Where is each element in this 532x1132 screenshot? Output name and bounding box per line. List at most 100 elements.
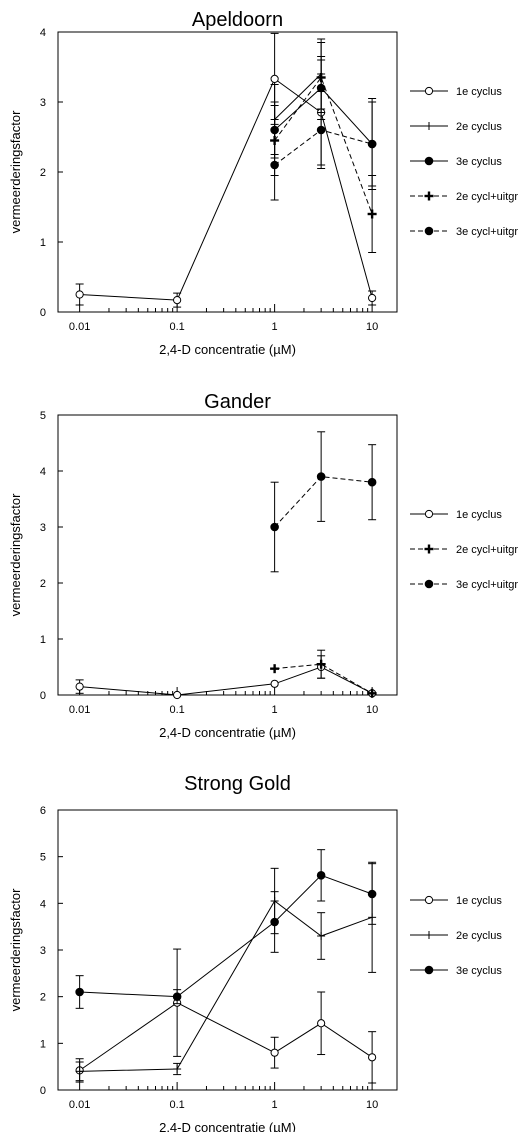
- data-point: [317, 932, 326, 940]
- y-tick-label: 2: [40, 992, 46, 1004]
- legend-label: 2e cycl+uitgr: [456, 191, 518, 203]
- legend-label: 2e cyclus: [456, 121, 502, 133]
- series-0: [75, 948, 377, 1084]
- legend-label: 1e cyclus: [456, 86, 502, 98]
- data-point: [316, 125, 326, 135]
- y-tick-label: 5: [40, 410, 46, 422]
- legend-item: 1e cyclus: [410, 86, 502, 98]
- series-line: [79, 1002, 373, 1071]
- y-tick-label: 6: [40, 805, 46, 817]
- x-tick-label: 0.01: [69, 1099, 90, 1111]
- data-point: [316, 73, 326, 82]
- x-tick-label: 1: [272, 704, 278, 716]
- legend-item: 3e cycl+uitgr: [410, 579, 518, 591]
- x-tick-label: 10: [366, 321, 378, 333]
- y-axis-label: vermeerderingsfactor: [8, 110, 23, 233]
- data-point: [270, 74, 279, 84]
- data-point: [270, 679, 279, 688]
- legend-marker: [424, 579, 434, 589]
- data-point: [75, 1067, 84, 1076]
- legend-item: 2e cyclus: [410, 121, 502, 133]
- x-tick-label: 0.01: [69, 321, 90, 333]
- legend: 1e cyclus 2e cycl+uitgr 3e cycl+uitgr: [410, 509, 518, 591]
- y-tick-label: 4: [40, 27, 46, 39]
- data-point: [316, 659, 326, 669]
- legend: 1e cyclus 2e cyclus 3e cyclus: [410, 895, 502, 977]
- series-2: [75, 849, 377, 1009]
- series-0: [75, 655, 377, 700]
- legend-label: 3e cyclus: [456, 965, 502, 977]
- data-point: [317, 1019, 326, 1028]
- data-point: [173, 690, 182, 700]
- x-tick-label: 1: [272, 321, 278, 333]
- legend-label: 1e cyclus: [456, 509, 502, 521]
- chart-title: Gander: [204, 391, 271, 413]
- y-tick-label: 5: [40, 852, 46, 864]
- y-tick-label: 3: [40, 522, 46, 534]
- data-point: [75, 987, 84, 997]
- legend-label: 2e cycl+uitgr: [456, 544, 518, 556]
- y-tick-label: 0: [40, 1085, 46, 1097]
- series-1: [270, 649, 377, 698]
- y-tick-label: 1: [40, 237, 46, 249]
- data-point: [75, 290, 84, 299]
- legend-marker: [425, 931, 433, 939]
- series-line: [79, 666, 373, 696]
- legend-item: 2e cycl+uitgr: [410, 191, 518, 203]
- data-point: [316, 871, 326, 880]
- x-axis-label: 2,4-D concentratie (µM): [159, 725, 296, 740]
- y-tick-label: 4: [40, 898, 46, 910]
- legend: 1e cyclus 2e cyclus 3e cyclus 2e cycl+uitgr…: [410, 86, 518, 238]
- series-line: [79, 874, 373, 998]
- data-point: [368, 1053, 377, 1062]
- data-point: [368, 293, 377, 303]
- legend-marker: [424, 895, 434, 905]
- y-tick-label: 0: [40, 307, 46, 319]
- y-tick-label: 4: [40, 466, 46, 478]
- series-line: [274, 476, 373, 528]
- legend-item: 3e cyclus: [410, 156, 502, 168]
- x-tick-label: 10: [366, 704, 378, 716]
- legend-marker: [425, 122, 433, 130]
- data-point: [367, 139, 377, 149]
- legend-item: 1e cyclus: [410, 509, 502, 521]
- x-tick-label: 0.1: [169, 1099, 184, 1111]
- data-point: [172, 992, 182, 1001]
- data-point: [367, 889, 377, 899]
- legend-label: 3e cyclus: [456, 156, 502, 168]
- y-tick-label: 0: [40, 690, 46, 702]
- y-tick-label: 3: [40, 945, 46, 957]
- data-point: [270, 160, 279, 170]
- data-point: [270, 1048, 279, 1057]
- series-1: [270, 38, 326, 155]
- legend-item: 1e cyclus: [410, 895, 502, 907]
- x-tick-label: 0.01: [69, 704, 90, 716]
- data-point: [75, 682, 84, 691]
- data-point: [367, 477, 377, 487]
- legend-label: 1e cyclus: [456, 895, 502, 907]
- x-axis-label: 2,4-D concentratie (µM): [159, 342, 296, 357]
- chart-1: Gander 0 1 2 3 4 5 0.01 0.1 1 10 2,4-D concentratie…: [8, 391, 518, 740]
- series-line: [274, 87, 373, 145]
- y-tick-label: 1: [40, 634, 46, 646]
- plot-frame: [57, 809, 398, 1091]
- legend-marker: [424, 965, 434, 975]
- data-point: [173, 1065, 182, 1073]
- legend-label: 2e cyclus: [456, 930, 502, 942]
- x-tick-label: 0.1: [169, 704, 184, 716]
- x-axis-label: 2,4-D concentratie (µM): [159, 1120, 296, 1132]
- data-point: [316, 472, 326, 481]
- legend-label: 3e cycl+uitgr: [456, 579, 518, 591]
- data-point: [270, 664, 280, 674]
- legend-item: 2e cyclus: [410, 930, 502, 942]
- legend-label: 3e cycl+uitgr: [456, 226, 518, 238]
- legend-marker: [424, 191, 434, 201]
- chart-2: Strong Gold 0 1 2 3 4 5 6 0.01 0.1 1 10 2,4-D concen…: [8, 773, 502, 1132]
- y-tick-label: 2: [40, 578, 46, 590]
- y-tick-label: 2: [40, 167, 46, 179]
- data-point: [270, 917, 279, 927]
- chart-title: Apeldoorn: [192, 9, 283, 31]
- x-tick-label: 0.1: [169, 321, 184, 333]
- chart-0: Apeldoorn 0 1 2 3 4 0.01 0.1 1 10 2,4-D concentrat…: [8, 9, 518, 357]
- legend-item: 2e cycl+uitgr: [410, 544, 518, 556]
